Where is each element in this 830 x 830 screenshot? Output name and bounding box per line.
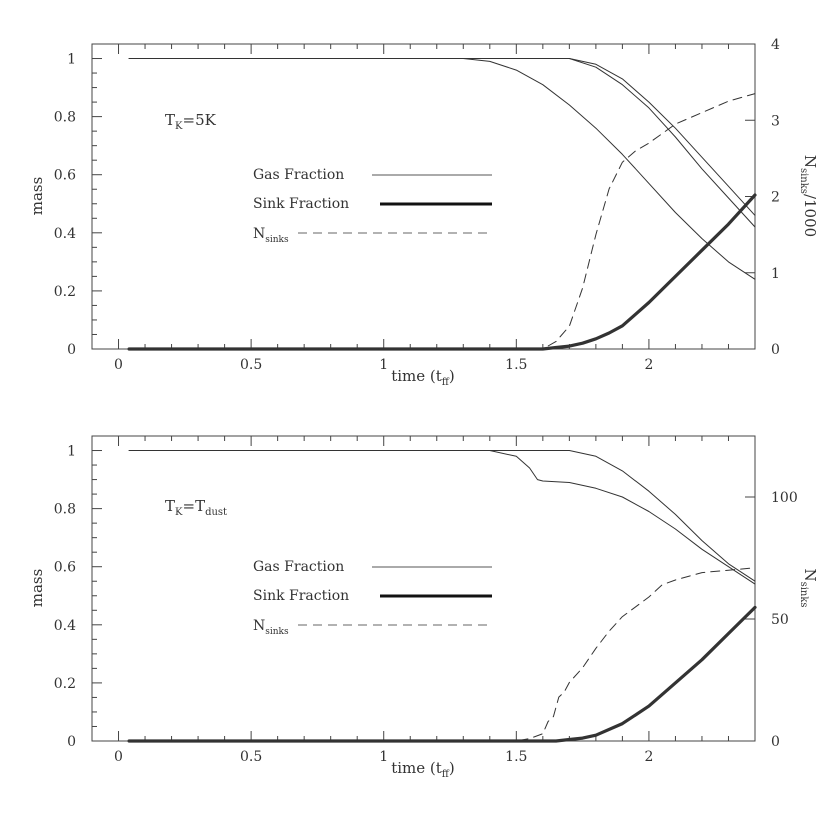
- bottom-y2-ticks: 0 50 100: [745, 490, 798, 750]
- bottom-y-axis-title: mass: [28, 569, 46, 608]
- top-series-thin-0: [128, 58, 756, 280]
- top-y-tick-label: 0: [67, 342, 76, 358]
- top-x-axis-title: time (tff): [391, 367, 455, 388]
- bottom-x-tick-label: 0: [114, 749, 123, 765]
- bottom-series: [127, 450, 757, 743]
- top-y2-axis-title: Nsinks/1000: [798, 155, 819, 237]
- top-y-tick-label: 0.6: [54, 168, 76, 184]
- bottom-legend: Gas Fraction Sink Fraction Nsinks: [253, 559, 492, 637]
- bottom-y-tick-label: 0.4: [54, 618, 76, 634]
- bottom-x-tick-label: 1.5: [505, 749, 527, 765]
- bottom-temperature-annotation: TK=Tdust: [165, 497, 227, 518]
- top-y-tick-label: 0.8: [54, 110, 76, 126]
- bottom-y-tick-label: 0.8: [54, 502, 76, 518]
- bottom-legend-sink-label: Sink Fraction: [253, 588, 349, 604]
- top-legend-sink-label: Sink Fraction: [253, 196, 349, 212]
- bottom-x-axis-title: time (tff): [391, 759, 455, 780]
- top-series-dashed-4: [128, 93, 756, 350]
- bottom-y2-tick-label: 0: [771, 734, 780, 750]
- top-y2-tick-label: 3: [771, 113, 780, 129]
- top-series-thin-1: [128, 58, 756, 216]
- top-series-thin-2: [128, 58, 756, 228]
- top-temperature-annotation: TK=5K: [165, 111, 217, 132]
- bottom-legend-nsinks-label: Nsinks: [253, 618, 289, 637]
- top-y-ticks: 0 0.2 0.4 0.6 0.8 1: [54, 52, 102, 358]
- top-x-tick-label: 1.5: [505, 357, 527, 373]
- top-y-tick-label: 0.2: [54, 284, 76, 300]
- bottom-x-ticks: 0 0.5 1 1.5 2: [114, 436, 729, 765]
- bottom-series-dashed-3: [128, 567, 756, 742]
- top-y2-ticks: 0 1 2 3 4: [745, 37, 780, 358]
- top-y-axis-title: mass: [28, 177, 46, 216]
- top-legend: Gas Fraction Sink Fraction Nsinks: [253, 167, 492, 245]
- bottom-y2-tick-label: 100: [771, 490, 798, 506]
- top-y-tick-label: 1: [67, 52, 76, 68]
- top-legend-nsinks-label: Nsinks: [253, 226, 289, 245]
- bottom-x-tick-label: 2: [644, 749, 653, 765]
- top-y2-tick-label: 0: [771, 342, 780, 358]
- bottom-y-tick-label: 1: [67, 444, 76, 460]
- bottom-y-tick-label: 0.2: [54, 676, 76, 692]
- top-y2-tick-label: 4: [771, 37, 780, 53]
- bottom-plot-frame: [91, 435, 756, 742]
- bottom-y2-axis-title: Nsinks: [798, 568, 819, 607]
- bottom-series-thin-0: [128, 450, 756, 585]
- bottom-legend-gas-label: Gas Fraction: [253, 559, 344, 575]
- top-x-tick-label: 0.5: [240, 357, 262, 373]
- bottom-panel: 0 0.5 1 1.5 2 0 0.2 0.4 0.6 0.8 1 0 50 100 mass tim…: [28, 435, 819, 780]
- bottom-x-tick-label: 1: [379, 749, 388, 765]
- top-x-tick-label: 0: [114, 357, 123, 373]
- bottom-series-thick-2: [127, 605, 757, 743]
- bottom-series-thin-1: [128, 450, 756, 582]
- top-plot-frame: [91, 43, 756, 350]
- bottom-y-ticks: 0 0.2 0.4 0.6 0.8 1: [54, 444, 102, 750]
- top-y2-tick-label: 2: [771, 190, 780, 206]
- top-panel: 0 0.5 1 1.5 2 0 0.2 0.4 0.6 0.8 1 0 1 2 3 4 mass time…: [28, 37, 819, 388]
- top-y-tick-label: 0.4: [54, 226, 76, 242]
- top-x-ticks: 0 0.5 1 1.5 2: [114, 44, 729, 373]
- top-x-tick-label: 2: [644, 357, 653, 373]
- top-y2-tick-label: 1: [771, 266, 780, 282]
- bottom-y-tick-label: 0: [67, 734, 76, 750]
- bottom-y2-tick-label: 50: [771, 612, 789, 628]
- bottom-y-tick-label: 0.6: [54, 560, 76, 576]
- top-x-tick-label: 1: [379, 357, 388, 373]
- bottom-x-tick-label: 0.5: [240, 749, 262, 765]
- top-series: [127, 58, 757, 351]
- top-series-thick-3: [127, 193, 757, 351]
- top-legend-gas-label: Gas Fraction: [253, 167, 344, 183]
